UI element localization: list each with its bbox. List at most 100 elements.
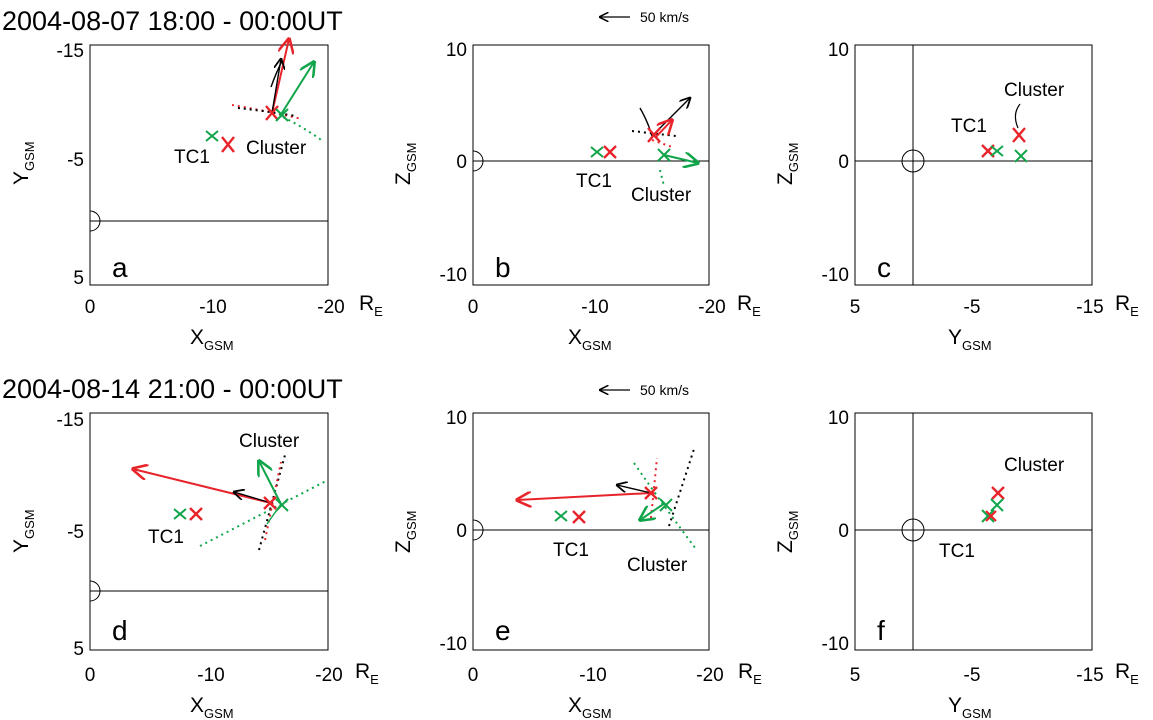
panel-e-marker-cluster-red bbox=[644, 486, 658, 500]
panel-f-ylabel: ZGSM bbox=[774, 511, 801, 553]
panel-c-xtick-2: -15 bbox=[1076, 297, 1103, 318]
panel-a-xtick-2: -20 bbox=[317, 297, 344, 318]
panel-c-ylabel: ZGSM bbox=[774, 143, 801, 185]
row1-title: 2004-08-07 18:00 - 00:00UT bbox=[2, 6, 343, 36]
panel-d-ylabel: YGSM bbox=[10, 509, 37, 553]
panel-c-marker-tc1-green bbox=[990, 145, 1004, 157]
scale-arrow-row1: 50 km/s bbox=[600, 9, 689, 25]
panel-c: 10 0 -10 5 -5 -15 RE YGSM ZGSM c TC1 Clu… bbox=[774, 40, 1139, 353]
panel-d: -15 -5 5 0 -10 -20 RE XGSM YGSM d TC1 Cl… bbox=[10, 410, 379, 720]
panel-f-ytick-top: 10 bbox=[828, 408, 849, 429]
panel-c-units: RE bbox=[1115, 292, 1139, 319]
panel-e-marker-tc1-red bbox=[572, 510, 586, 524]
panel-d-ytick-mid: -5 bbox=[67, 522, 84, 543]
panel-b-ytick-top: 10 bbox=[446, 40, 467, 61]
panel-b-xlabel: XGSM bbox=[568, 326, 612, 353]
scale-arrow-row2: 50 km/s bbox=[600, 382, 689, 398]
panel-b-ylabel: ZGSM bbox=[392, 143, 419, 185]
panel-f-marker-tc1-green bbox=[981, 509, 995, 523]
panel-c-xlabel: YGSM bbox=[948, 326, 992, 353]
panel-e-marker-tc1-green bbox=[554, 510, 568, 522]
panel-c-label-cluster: Cluster bbox=[1004, 80, 1065, 101]
panel-b-xtick-2: -20 bbox=[698, 297, 725, 318]
panel-f-ytick-mid: 0 bbox=[838, 521, 849, 542]
panel-a-ytick-top: -15 bbox=[57, 41, 84, 62]
panel-a-ylabel: YGSM bbox=[10, 141, 37, 185]
panel-e-xtick-0: 0 bbox=[468, 665, 479, 686]
panel-b-label-tc1: TC1 bbox=[576, 171, 612, 192]
panel-d-label-cluster: Cluster bbox=[239, 431, 300, 452]
panel-c-letter: c bbox=[877, 252, 891, 283]
panel-c-marker-cluster-red bbox=[1012, 127, 1026, 143]
panel-f-units: RE bbox=[1115, 660, 1139, 687]
panel-f-marker-tc1-red bbox=[985, 510, 997, 522]
panel-f-ytick-bot: -10 bbox=[822, 634, 849, 655]
panel-b-ytick-bot: -10 bbox=[440, 265, 467, 286]
panel-e-ytick-bot: -10 bbox=[440, 634, 467, 655]
panel-c-xtick-1: -5 bbox=[964, 297, 981, 318]
panel-e-xtick-1: -10 bbox=[579, 665, 606, 686]
panel-b-marker-tc1-red bbox=[603, 145, 617, 159]
panel-f-xtick-0: 5 bbox=[850, 665, 861, 686]
panel-b-marker-cluster-red bbox=[647, 127, 661, 143]
panel-e-letter: e bbox=[495, 615, 511, 646]
panel-d-xtick-2: -20 bbox=[315, 665, 342, 686]
panel-b-xtick-1: -10 bbox=[581, 297, 608, 318]
panel-b-label-cluster: Cluster bbox=[631, 185, 692, 206]
panel-a-ytick-bot: 5 bbox=[73, 268, 84, 289]
panel-a: -15 -5 5 0 -10 -20 RE XGSM YGSM a TC1 Cl… bbox=[10, 39, 383, 353]
panel-a-marker-tc1-green bbox=[205, 130, 219, 142]
panel-b-letter: b bbox=[495, 252, 511, 283]
row2-title: 2004-08-14 21:00 - 00:00UT bbox=[2, 374, 343, 404]
panel-a-label-tc1: TC1 bbox=[174, 147, 210, 168]
panel-a-ytick-mid: -5 bbox=[67, 150, 84, 171]
panel-b-xtick-0: 0 bbox=[468, 297, 479, 318]
panel-f-xtick-2: -15 bbox=[1076, 665, 1103, 686]
panel-a-xtick-1: -10 bbox=[199, 297, 226, 318]
panel-e-xlabel: XGSM bbox=[568, 694, 612, 720]
panel-d-units: RE bbox=[355, 660, 379, 687]
panel-e-ytick-mid: 0 bbox=[456, 521, 467, 542]
panel-c-ytick-mid: 0 bbox=[838, 152, 849, 173]
panel-a-units: RE bbox=[359, 292, 383, 319]
panel-f-letter: f bbox=[877, 615, 885, 646]
panel-e: 10 0 -10 0 -10 -20 RE XGSM ZGSM e TC1 Cl… bbox=[392, 408, 762, 720]
panel-a-marker-tc1-red bbox=[221, 136, 235, 153]
panel-d-xtick-0: 0 bbox=[85, 665, 96, 686]
panel-d-label-tc1: TC1 bbox=[148, 527, 184, 548]
panel-a-marker-cluster-red bbox=[265, 105, 279, 121]
panel-e-marker-cluster-green bbox=[659, 498, 673, 512]
panel-d-xtick-1: -10 bbox=[197, 665, 224, 686]
panel-d-ytick-bot: 5 bbox=[73, 639, 84, 660]
panel-a-xlabel: XGSM bbox=[190, 326, 234, 353]
panel-c-ytick-top: 10 bbox=[828, 40, 849, 61]
scale-label-row2: 50 km/s bbox=[640, 382, 689, 398]
panel-d-marker-cluster-green bbox=[275, 498, 289, 512]
panel-f-marker-cluster-red bbox=[991, 486, 1005, 500]
panel-d-xlabel: XGSM bbox=[190, 694, 234, 720]
panel-f-xlabel: YGSM bbox=[948, 694, 992, 720]
panel-b-ytick-mid: 0 bbox=[456, 152, 467, 173]
panel-a-label-cluster: Cluster bbox=[246, 138, 307, 159]
panel-c-xtick-0: 5 bbox=[850, 297, 861, 318]
panel-e-xtick-2: -20 bbox=[696, 665, 723, 686]
panel-c-ytick-bot: -10 bbox=[822, 265, 849, 286]
panel-d-marker-tc1-green bbox=[173, 508, 187, 520]
panel-d-marker-tc1-red bbox=[189, 507, 203, 521]
panel-a-xtick-0: 0 bbox=[85, 297, 96, 318]
panel-f-label-tc1: TC1 bbox=[939, 541, 975, 562]
panel-f-xtick-1: -5 bbox=[964, 665, 981, 686]
panel-d-letter: d bbox=[112, 615, 128, 646]
panel-e-label-tc1: TC1 bbox=[553, 540, 589, 561]
panel-e-label-cluster: Cluster bbox=[627, 555, 688, 576]
panel-b: 10 0 -10 0 -10 -20 RE XGSM ZGSM b TC1 Cl… bbox=[392, 40, 761, 353]
panel-a-letter: a bbox=[112, 252, 128, 283]
panel-c-marker-cluster-green bbox=[1014, 149, 1028, 163]
panel-e-ytick-top: 10 bbox=[446, 408, 467, 429]
panel-b-units: RE bbox=[737, 292, 761, 319]
panel-d-marker-cluster-red bbox=[263, 496, 277, 510]
panel-b-marker-tc1-green bbox=[590, 146, 604, 158]
panel-f-marker-cluster-green bbox=[990, 498, 1004, 512]
panel-b-marker-cluster-green bbox=[657, 148, 671, 162]
